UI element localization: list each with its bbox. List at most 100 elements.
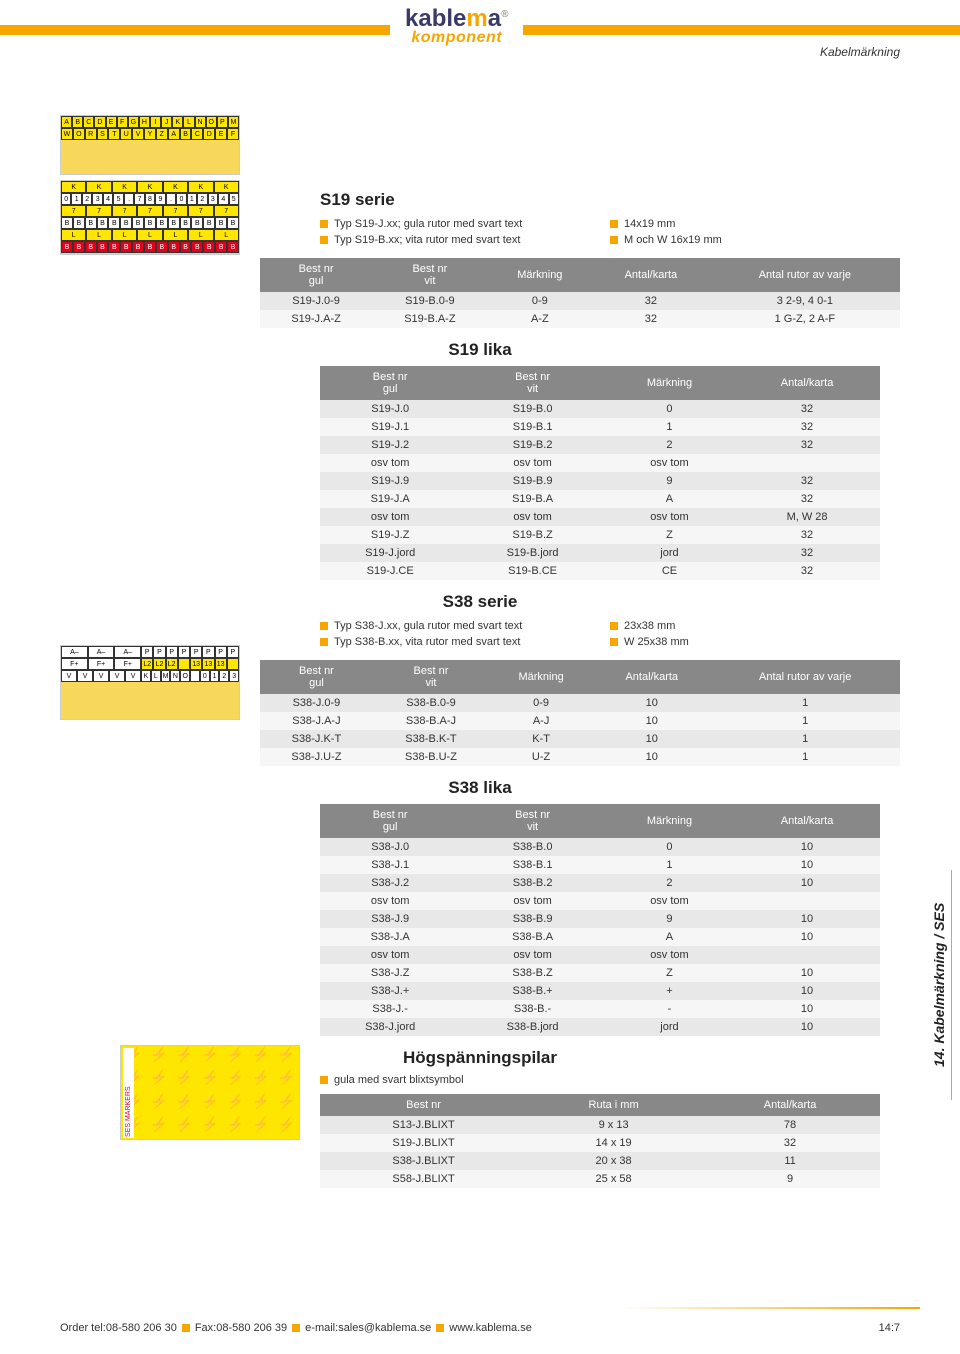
table-row: S19-J.2S19-B.2232	[320, 436, 880, 454]
table-cell: 32	[734, 562, 880, 580]
table-cell: 32	[734, 526, 880, 544]
table-cell: S19-J.2	[320, 436, 460, 454]
table-cell: jord	[605, 1018, 734, 1036]
table-cell: Z	[605, 964, 734, 982]
table-row: S38-J.AS38-B.AA10	[320, 928, 880, 946]
table-cell: S19-B.Z	[460, 526, 604, 544]
table-row: S38-J.0S38-B.0010	[320, 838, 880, 856]
table-cell: 10	[734, 838, 880, 856]
table-cell: S38-J.Z	[320, 964, 460, 982]
table-cell: S38-B.Z	[460, 964, 604, 982]
table-row: S38-J.0-9S38-B.0-90-9101	[260, 694, 900, 712]
table-cell: 10	[734, 1000, 880, 1018]
table-cell	[734, 892, 880, 910]
table-cell: 0-9	[489, 694, 593, 712]
table-cell: CE	[605, 562, 734, 580]
table-header: Antal rutor av varje	[710, 258, 900, 292]
logo-reg: ®	[501, 9, 508, 20]
table-row: S58-J.BLIXT25 x 589	[320, 1170, 880, 1188]
bullet-icon	[610, 220, 618, 228]
bullet-icon	[320, 220, 328, 228]
table-header: Märkning	[488, 258, 592, 292]
bullet-icon	[320, 622, 328, 630]
table-cell: 1	[710, 748, 900, 766]
table-cell: 32	[700, 1134, 880, 1152]
table-header: Best nrgul	[320, 804, 460, 838]
table-cell: S38-J.BLIXT	[320, 1152, 527, 1170]
table-header: Antal rutor av varje	[710, 660, 900, 694]
table-row: S13-J.BLIXT9 x 1378	[320, 1116, 880, 1134]
table-cell: 32	[734, 418, 880, 436]
bullet-text: Typ S19-B.xx; vita rutor med svart text	[334, 234, 520, 246]
table-cell: S19-B.1	[460, 418, 604, 436]
table-cell: S19-B.jord	[460, 544, 604, 562]
footer-tel-label: Order tel:	[60, 1322, 106, 1334]
table-cell: 10	[593, 712, 710, 730]
table-row: S38-J.ZS38-B.ZZ10	[320, 964, 880, 982]
logo-text-mid: m	[466, 5, 487, 32]
bullet-icon	[320, 236, 328, 244]
table-cell: 10	[593, 730, 710, 748]
product-image-s19-1: ABCDEFGHIJKLNOPMWORSTUVYZABCDEF	[60, 115, 240, 175]
bullet-icon	[610, 638, 618, 646]
table-cell: +	[605, 982, 734, 1000]
bullet-item: 23x38 mm	[610, 620, 675, 632]
table-cell: S13-J.BLIXT	[320, 1116, 527, 1134]
table-cell: 32	[734, 490, 880, 508]
table-cell: 10	[734, 964, 880, 982]
bullet-icon	[320, 638, 328, 646]
table-cell: S19-J.9	[320, 472, 460, 490]
table-cell: S19-J.Z	[320, 526, 460, 544]
table-cell: 3 2-9, 4 0-1	[710, 292, 900, 310]
table-cell: S38-B.1	[460, 856, 604, 874]
table-cell: S19-J.jord	[320, 544, 460, 562]
table-cell: K-T	[489, 730, 593, 748]
table-header: Antal/karta	[593, 660, 710, 694]
table-cell: osv tom	[320, 946, 460, 964]
table-cell: osv tom	[605, 454, 734, 472]
table-row: S19-J.jordS19-B.jordjord32	[320, 544, 880, 562]
table-cell: 32	[592, 292, 710, 310]
table-cell: osv tom	[605, 892, 734, 910]
table-row: S19-J.A-ZS19-B.A-ZA-Z321 G-Z, 2 A-F	[260, 310, 900, 328]
bullet-text: 14x19 mm	[624, 218, 675, 230]
table-row: S19-J.CES19-B.CECE32	[320, 562, 880, 580]
bullets-s19-serie: Typ S19-J.xx; gula rutor med svart text1…	[320, 216, 900, 248]
product-image-s38: A–A–A–PPPPPPPPF+F+F+L2L2L2131313VVVVVKLM…	[60, 645, 240, 720]
footer-email-label: e-mail:	[305, 1322, 338, 1334]
table-cell: S38-J.U-Z	[260, 748, 373, 766]
heading-s19-lika: S19 lika	[60, 340, 900, 360]
logo-text-pre: kable	[405, 5, 466, 32]
table-cell: 2	[605, 436, 734, 454]
table-cell: 10	[734, 874, 880, 892]
table-header: Ruta i mm	[527, 1094, 700, 1116]
bullet-icon	[292, 1324, 300, 1332]
table-cell: osv tom	[320, 454, 460, 472]
table-row: S38-J.U-ZS38-B.U-ZU-Z101	[260, 748, 900, 766]
table-cell: S19-J.0	[320, 400, 460, 418]
table-cell	[734, 946, 880, 964]
table-cell: S38-J.0	[320, 838, 460, 856]
table-cell: jord	[605, 544, 734, 562]
table-header: Best nrvit	[373, 660, 489, 694]
bullet-text: W 25x38 mm	[624, 636, 689, 648]
product-image-blixt: SES MARKERS⚡⚡⚡⚡⚡⚡⚡⚡⚡⚡⚡⚡⚡⚡⚡⚡⚡⚡⚡⚡⚡⚡⚡⚡⚡⚡⚡⚡	[120, 1045, 300, 1140]
table-row: S19-J.AS19-B.AA32	[320, 490, 880, 508]
footer-web: www.kablema.se	[449, 1322, 532, 1334]
table-header: Best nrvit	[460, 804, 604, 838]
table-cell: 32	[734, 400, 880, 418]
footer-fax-label: Fax:	[195, 1322, 216, 1334]
table-cell: S38-B.9	[460, 910, 604, 928]
table-cell: S38-J.2	[320, 874, 460, 892]
table-cell: 9	[605, 910, 734, 928]
bullet-hogspanning: gula med svart blixtsymbol	[320, 1074, 900, 1086]
table-cell: S38-B.K-T	[373, 730, 489, 748]
table-cell: S38-B.U-Z	[373, 748, 489, 766]
logo-text-post: a	[488, 5, 501, 32]
table-cell: S19-J.A	[320, 490, 460, 508]
table-cell: S38-B.jord	[460, 1018, 604, 1036]
table-cell: S38-J.+	[320, 982, 460, 1000]
table-row: osv tomosv tomosv tom	[320, 892, 880, 910]
table-cell: S58-J.BLIXT	[320, 1170, 527, 1188]
table-row: S19-J.0S19-B.0032	[320, 400, 880, 418]
